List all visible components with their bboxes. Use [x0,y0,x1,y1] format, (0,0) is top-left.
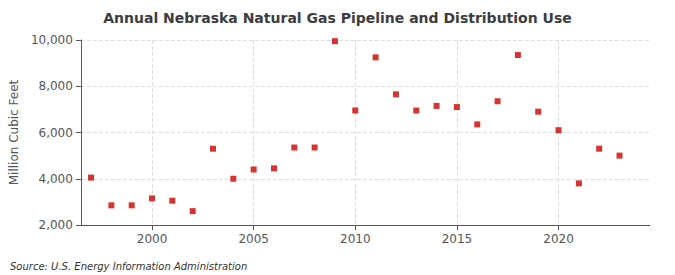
svg-text:Million Cubic Feet: Million Cubic Feet [7,79,21,185]
svg-text:4,000: 4,000 [39,172,73,186]
svg-text:2000: 2000 [137,232,168,246]
svg-text:10,000: 10,000 [31,33,73,47]
svg-text:Source: U.S. Energy Informatio: Source: U.S. Energy Information Administ… [10,261,247,272]
svg-text:8,000: 8,000 [39,79,73,93]
svg-text:Annual Nebraska Natural Gas Pi: Annual Nebraska Natural Gas Pipeline and… [103,10,572,26]
svg-text:2015: 2015 [442,232,473,246]
svg-text:2010: 2010 [340,232,371,246]
svg-text:2005: 2005 [238,232,269,246]
svg-text:6,000: 6,000 [39,126,73,140]
svg-text:2,000: 2,000 [39,218,73,232]
svg-text:2020: 2020 [543,232,574,246]
